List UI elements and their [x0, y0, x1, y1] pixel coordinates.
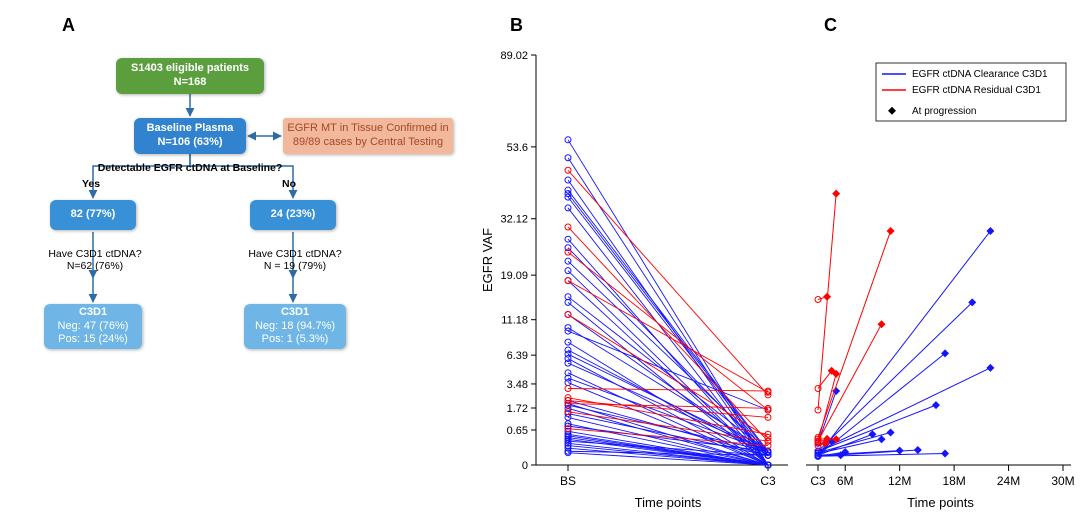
- branch-no: No: [282, 178, 296, 190]
- svg-text:At progression: At progression: [912, 106, 976, 117]
- node-no-c3d1-neg: Neg: 18 (94.7%): [244, 320, 346, 334]
- node-no-c3d1-pos: Pos: 1 (5.3%): [244, 333, 346, 347]
- svg-text:0.65: 0.65: [507, 425, 528, 437]
- question-no-c3: Have C3D1 ctDNA? N = 19 (79%): [240, 248, 350, 272]
- node-yes-c3d1-pos: Pos: 15 (24%): [44, 333, 142, 347]
- svg-text:EGFR VAF: EGFR VAF: [480, 228, 495, 292]
- svg-text:Time points: Time points: [635, 495, 702, 510]
- node-baseline: Baseline Plasma N=106 (63%): [134, 118, 246, 154]
- node-eligible: S1403 eligible patients N=168: [116, 58, 264, 94]
- svg-text:C3: C3: [760, 474, 776, 488]
- node-sidenote: EGFR MT in Tissue Confirmed in 89/89 cas…: [283, 118, 453, 154]
- svg-text:89.02: 89.02: [500, 50, 528, 62]
- node-yes-c3d1-title: C3D1: [44, 306, 142, 320]
- question-detectable: Detectable EGFR ctDNA at Baseline?: [70, 162, 310, 174]
- svg-text:0: 0: [522, 460, 528, 472]
- node-baseline-l1: Baseline Plasma: [134, 122, 246, 136]
- svg-text:19.09: 19.09: [500, 270, 528, 282]
- q-yes-c3-l1: Have C3D1 ctDNA?: [48, 248, 141, 260]
- node-yes-count-text: 82 (77%): [50, 208, 136, 222]
- svg-text:32.12: 32.12: [500, 214, 528, 226]
- node-no-count: 24 (23%): [250, 200, 336, 230]
- node-yes-c3d1-neg: Neg: 47 (76%): [44, 320, 142, 334]
- svg-text:12M: 12M: [888, 474, 911, 488]
- svg-text:24M: 24M: [997, 474, 1020, 488]
- panel-label-a: A: [62, 15, 75, 36]
- node-yes-count: 82 (77%): [50, 200, 136, 230]
- node-sidenote-l2: 89/89 cases by Central Testing: [283, 136, 453, 150]
- svg-text:C3: C3: [810, 474, 826, 488]
- svg-text:30M: 30M: [1051, 474, 1074, 488]
- node-yes-c3d1: C3D1 Neg: 47 (76%) Pos: 15 (24%): [44, 304, 142, 349]
- node-sidenote-l1: EGFR MT in Tissue Confirmed in: [283, 122, 453, 136]
- svg-text:EGFR ctDNA Clearance C3D1: EGFR ctDNA Clearance C3D1: [912, 69, 1048, 80]
- line-plots: 0 0.65 1.72 3.48 6.39 11.18 19.09 32.12 53.6 89.0…: [478, 15, 1078, 525]
- svg-text:1.72: 1.72: [507, 403, 528, 415]
- node-no-c3d1-title: C3D1: [244, 306, 346, 320]
- node-no-count-text: 24 (23%): [250, 208, 336, 222]
- svg-text:3.48: 3.48: [507, 379, 528, 391]
- question-yes-c3: Have C3D1 ctDNA? N=62 (76%): [40, 248, 150, 272]
- svg-text:11.18: 11.18: [501, 315, 528, 327]
- svg-text:Time points: Time points: [907, 495, 974, 510]
- svg-text:18M: 18M: [942, 474, 965, 488]
- node-no-c3d1: C3D1 Neg: 18 (94.7%) Pos: 1 (5.3%): [244, 304, 346, 349]
- node-eligible-l2: N=168: [116, 76, 264, 90]
- branch-yes: Yes: [82, 178, 100, 190]
- svg-text:BS: BS: [560, 474, 576, 488]
- svg-text:EGFR ctDNA Residual C3D1: EGFR ctDNA Residual C3D1: [912, 85, 1041, 96]
- svg-text:6.39: 6.39: [507, 350, 528, 362]
- svg-text:53.6: 53.6: [507, 142, 528, 154]
- svg-text:6M: 6M: [837, 474, 854, 488]
- node-eligible-l1: S1403 eligible patients: [116, 62, 264, 76]
- node-baseline-l2: N=106 (63%): [134, 136, 246, 150]
- q-yes-c3-l2: N=62 (76%): [67, 260, 123, 272]
- q-no-c3-l1: Have C3D1 ctDNA?: [248, 248, 341, 260]
- q-no-c3-l2: N = 19 (79%): [264, 260, 326, 272]
